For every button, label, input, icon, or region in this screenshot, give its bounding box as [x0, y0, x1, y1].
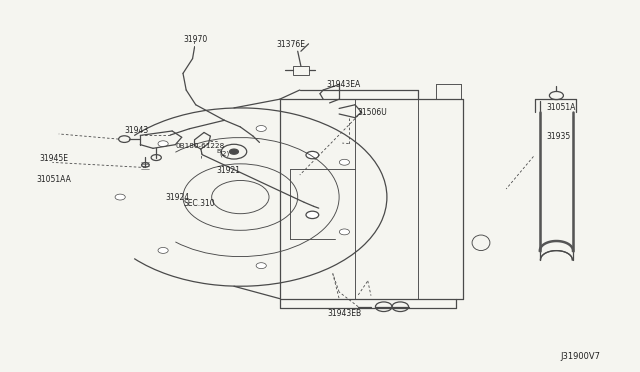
Circle shape [115, 194, 125, 200]
Circle shape [306, 211, 319, 219]
Circle shape [306, 151, 319, 159]
Text: 31935: 31935 [546, 132, 570, 141]
Text: 31970: 31970 [184, 35, 208, 44]
Circle shape [256, 263, 266, 269]
Text: 31943EA: 31943EA [326, 80, 360, 89]
Circle shape [158, 141, 168, 147]
Text: B: B [216, 149, 221, 154]
Text: 31051A: 31051A [546, 103, 575, 112]
Text: 31051AA: 31051AA [36, 175, 71, 184]
Text: 31506U: 31506U [357, 108, 387, 117]
Text: 31945E: 31945E [39, 154, 68, 163]
Circle shape [339, 159, 349, 165]
Text: 0B180-61228: 0B180-61228 [176, 144, 225, 150]
Circle shape [230, 149, 239, 154]
Text: (2): (2) [220, 151, 230, 157]
Text: 31943EB: 31943EB [327, 309, 362, 318]
Text: J31900V7: J31900V7 [561, 352, 600, 361]
Bar [293, 66, 308, 75]
Circle shape [339, 229, 349, 235]
Text: SEC.310: SEC.310 [183, 199, 215, 208]
Text: 31376E: 31376E [277, 40, 306, 49]
Text: 31943: 31943 [124, 126, 148, 135]
Circle shape [256, 125, 266, 131]
Circle shape [158, 247, 168, 253]
Text: 31924: 31924 [165, 193, 189, 202]
Text: 31921: 31921 [217, 166, 241, 175]
